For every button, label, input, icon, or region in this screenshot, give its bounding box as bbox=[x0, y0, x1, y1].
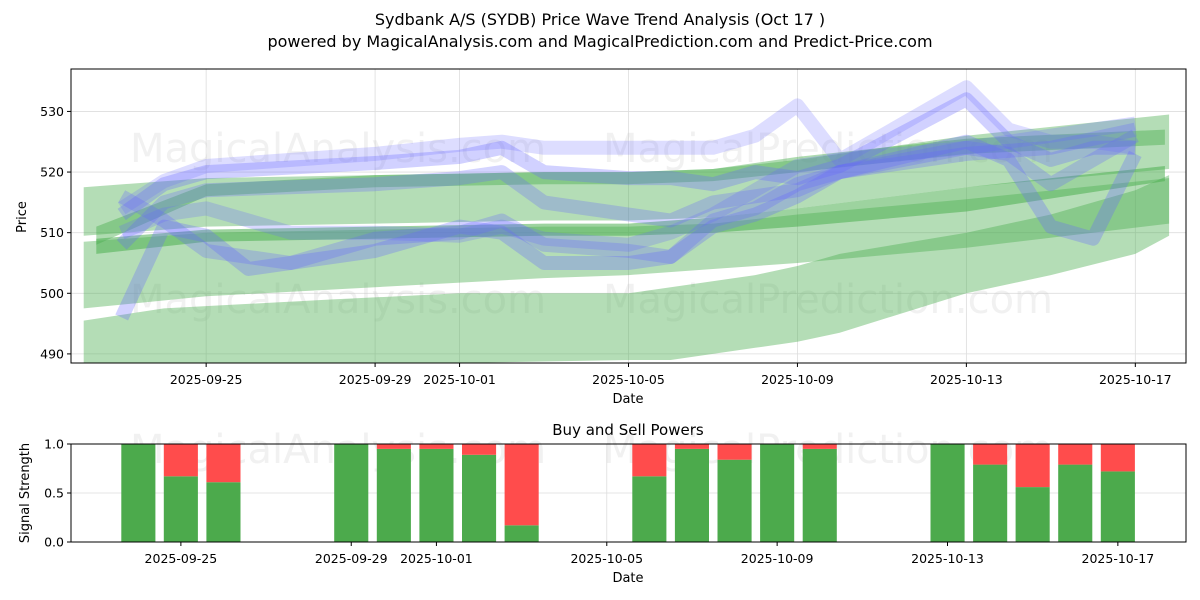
price-y-tick-label: 530 bbox=[40, 104, 64, 119]
price-x-tick-label: 2025-10-01 bbox=[423, 372, 496, 387]
trend-bands bbox=[83, 114, 1170, 363]
sell-bar bbox=[1058, 444, 1093, 465]
wave-line-wave-5 bbox=[118, 116, 1137, 252]
price-x-axis: 2025-09-25 2025-09-29 2025-10-01 2025-10-05… bbox=[170, 363, 1172, 387]
signal-x-label: Date bbox=[612, 571, 643, 586]
trend-band-band-wide-low bbox=[83, 175, 1170, 363]
sell-bar bbox=[1100, 444, 1135, 472]
signal-bars bbox=[121, 444, 1135, 542]
buy-bar bbox=[674, 448, 709, 542]
buy-bar bbox=[802, 448, 837, 542]
sell-bar bbox=[674, 444, 709, 449]
sell-bar bbox=[163, 444, 198, 477]
signal-y-tick-label: 1.0 bbox=[44, 437, 64, 452]
sell-bar bbox=[206, 444, 241, 483]
signal-x-tick-label: 2025-10-13 bbox=[911, 551, 984, 566]
signal-y-label: Signal Strength bbox=[18, 443, 33, 543]
watermark-top-right-1: MagicalPrediction.com bbox=[603, 126, 1053, 172]
sell-bar bbox=[1015, 444, 1050, 488]
chart-title: Sydbank A/S (SYDB) Price Wave Trend Anal… bbox=[374, 10, 826, 29]
watermark-top-left-1: MagicalAnalysis.com bbox=[130, 126, 546, 172]
price-x-label: Date bbox=[612, 392, 643, 407]
sell-bar bbox=[376, 444, 411, 449]
price-x-tick-label: 2025-09-25 bbox=[170, 372, 243, 387]
buy-bar bbox=[121, 444, 156, 542]
signal-x-tick-label: 2025-09-25 bbox=[145, 551, 218, 566]
buy-bar bbox=[1058, 464, 1093, 542]
buy-bar bbox=[462, 454, 497, 542]
wave-lines bbox=[115, 80, 1142, 321]
buy-bar bbox=[717, 459, 752, 542]
price-x-tick-label: 2025-10-05 bbox=[592, 372, 665, 387]
sell-bar bbox=[802, 444, 837, 449]
price-y-tick-label: 500 bbox=[40, 286, 64, 301]
price-y-axis: 490 500 510 520 530 bbox=[40, 104, 71, 361]
wave-line-wave-4 bbox=[118, 122, 1137, 270]
price-x-tick-label: 2025-10-17 bbox=[1099, 372, 1172, 387]
watermark-top-right-2: MagicalPrediction.com bbox=[603, 277, 1053, 323]
sell-bar bbox=[419, 444, 454, 449]
sell-bar bbox=[973, 444, 1008, 465]
signal-x-tick-label: 2025-10-17 bbox=[1082, 551, 1155, 566]
signal-x-tick-label: 2025-10-05 bbox=[570, 551, 643, 566]
price-y-label: Price bbox=[15, 201, 30, 233]
buy-bar bbox=[632, 476, 667, 542]
signal-chart-title: Buy and Sell Powers bbox=[552, 421, 704, 439]
price-y-tick-label: 510 bbox=[40, 225, 64, 240]
wave-line-wave-3 bbox=[115, 134, 1142, 321]
signal-x-tick-label: 2025-10-09 bbox=[741, 551, 814, 566]
buy-bar bbox=[504, 525, 539, 542]
sell-bar bbox=[717, 444, 752, 460]
watermark-top-left-2: MagicalAnalysis.com bbox=[130, 277, 546, 323]
chart-subtitle: powered by MagicalAnalysis.com and Magic… bbox=[267, 32, 933, 51]
trend-band-band-upper bbox=[83, 114, 1170, 236]
buy-bar bbox=[973, 464, 1008, 542]
buy-bar bbox=[1015, 487, 1050, 542]
buy-bar bbox=[760, 444, 795, 542]
signal-x-tick-label: 2025-09-29 bbox=[315, 551, 388, 566]
trend-band-band-thin-mid bbox=[96, 166, 1165, 254]
sell-bar bbox=[462, 444, 497, 455]
price-x-tick-label: 2025-10-09 bbox=[761, 372, 834, 387]
price-y-tick-label: 490 bbox=[40, 346, 64, 361]
price-x-tick-label: 2025-10-13 bbox=[930, 372, 1003, 387]
signal-y-tick-label: 0.0 bbox=[44, 535, 64, 550]
buy-bar bbox=[419, 448, 454, 542]
sell-bar bbox=[632, 444, 667, 477]
wave-line-wave-1 bbox=[117, 80, 1137, 215]
buy-bar bbox=[376, 448, 411, 542]
buy-bar bbox=[206, 482, 241, 542]
price-x-tick-label: 2025-09-29 bbox=[339, 372, 412, 387]
wave-line-wave-6 bbox=[116, 129, 1139, 250]
price-y-tick-label: 520 bbox=[40, 165, 64, 180]
signal-y-tick-label: 0.5 bbox=[44, 486, 64, 501]
buy-bar bbox=[163, 476, 198, 542]
signal-x-axis: 2025-09-25 2025-09-29 2025-10-01 2025-10-05… bbox=[145, 542, 1155, 566]
buy-bar bbox=[334, 444, 369, 542]
signal-y-axis: 0.0 0.5 1.0 bbox=[44, 437, 71, 550]
signal-x-tick-label: 2025-10-01 bbox=[400, 551, 473, 566]
buy-bar bbox=[1100, 471, 1135, 542]
wave-line-wave-2 bbox=[117, 92, 1136, 221]
trend-band-band-thin-upper bbox=[96, 129, 1165, 245]
buy-bar bbox=[930, 444, 965, 542]
sell-bar bbox=[504, 444, 539, 526]
